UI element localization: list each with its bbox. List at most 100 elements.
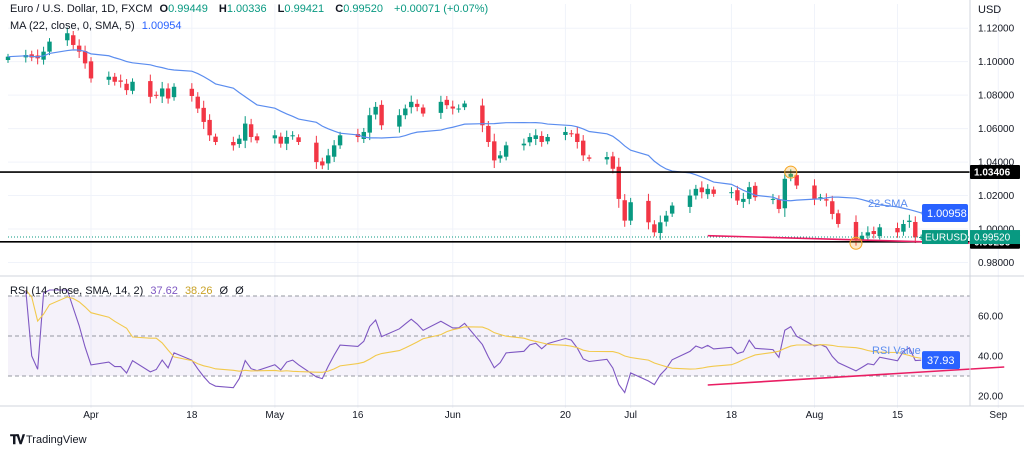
brand-name: TradingView (26, 434, 87, 446)
x-tick-label: Aug (806, 410, 824, 421)
candle-body (907, 220, 912, 222)
candle-body (272, 135, 278, 139)
candle-body (527, 136, 533, 143)
candle-body (320, 161, 325, 166)
candle-body (148, 81, 153, 97)
candle-body (741, 198, 746, 202)
rsi-callout-text: RSI Value (872, 345, 921, 357)
candle-body (824, 199, 829, 201)
candle-body (5, 56, 11, 61)
candle-body (65, 33, 70, 41)
candle-body (326, 155, 331, 164)
candle-body (171, 86, 177, 98)
candle-body (397, 115, 402, 127)
last-price-tag (970, 230, 1020, 245)
grid (8, 4, 999, 408)
candle-body (88, 61, 94, 79)
ohlc-high: H1.00336 (218, 3, 267, 15)
rsi-line (25, 289, 922, 394)
candle-body (486, 125, 491, 142)
candle-body (812, 185, 817, 199)
candle-body (456, 108, 461, 110)
candle-body (237, 138, 242, 145)
candle-body (752, 185, 758, 198)
candle-body (331, 145, 337, 157)
candle-body (836, 213, 841, 224)
candle-body (243, 123, 248, 141)
candle-body (729, 192, 734, 194)
candle-body (581, 140, 586, 156)
candle-body (231, 142, 236, 146)
candle-body (788, 173, 793, 177)
candle-body (895, 228, 900, 233)
candle-body (213, 136, 218, 142)
sma-callout-text: 22-SMA (868, 198, 908, 210)
sma-line (7, 49, 922, 214)
candle-body (919, 237, 924, 239)
candle-body (859, 235, 865, 241)
x-tick-label: May (265, 410, 284, 421)
x-tick-label: 20 (560, 410, 572, 421)
candle-body (450, 106, 455, 109)
rsi-callout-value: 37.93 (927, 355, 955, 367)
ohlc-open: O0.99449 (159, 3, 208, 15)
candle-body (563, 131, 568, 135)
candle-body (865, 232, 871, 236)
candle-body (337, 135, 343, 146)
level-price-tag (970, 165, 1020, 180)
candle-body (539, 135, 544, 142)
candle-body (901, 223, 906, 232)
candle-body (664, 215, 669, 222)
rsi-extra-2: Ø (235, 285, 244, 297)
rsi-value: 37.62 (150, 285, 178, 297)
candle-body (118, 80, 123, 82)
tradingview-icon: 𝐓𝐕 (10, 432, 25, 447)
highlight-circle (849, 236, 863, 250)
rsi-label: RSI (14, close, SMA, 14, 2) (10, 285, 144, 297)
candle-body (521, 143, 527, 146)
symbol-tag-label: EURUSD (925, 233, 967, 244)
rsi-ma-value: 38.26 (184, 285, 213, 297)
price-tick-label: 1.02000 (978, 191, 1015, 202)
price-tick-label: 1.10000 (978, 57, 1015, 68)
candle-body (693, 188, 699, 196)
rsi-extra-1: Ø (219, 285, 229, 297)
candle-body (462, 103, 467, 108)
candle-body (159, 88, 165, 97)
rsi-pane: RSI Value 37.93 (8, 289, 1005, 394)
x-tick-label: 16 (352, 410, 364, 421)
candle-body (669, 205, 675, 214)
candle-body (409, 101, 414, 108)
price-tick-label: 1.12000 (978, 24, 1015, 35)
candle-body (782, 178, 788, 209)
candle-body (480, 105, 485, 126)
candle-body (735, 190, 740, 201)
tradingview-logo[interactable]: 𝐓𝐕 TradingView (10, 432, 87, 448)
sma-callout-value: 1.00958 (927, 208, 967, 220)
candle-body (770, 198, 776, 200)
candle-body (545, 136, 550, 142)
candle-body (853, 221, 859, 240)
candle-body (361, 131, 366, 139)
x-tick-label: 18 (186, 410, 198, 421)
candle-body (497, 155, 503, 159)
candle-body (314, 142, 319, 163)
price-tick-label: 1.08000 (978, 91, 1015, 102)
candle-body (130, 81, 135, 91)
candle-body (373, 106, 378, 115)
price-tick-label: 1.00000 (978, 225, 1015, 236)
x-tick-label: 18 (726, 410, 738, 421)
candle-body (165, 88, 171, 99)
candle-body (533, 135, 538, 139)
candle-body (503, 145, 509, 157)
candle-body (652, 224, 657, 233)
price-tick-label: 0.98000 (978, 258, 1015, 269)
candle-body (76, 45, 82, 52)
rsi-trendline (707, 366, 1005, 386)
candle-body (189, 88, 195, 96)
candle-body (207, 119, 212, 136)
x-tick-label: Jul (624, 410, 637, 421)
price-pane: 22-SMA 1.00958 (0, 27, 1005, 250)
candle-body (794, 175, 799, 186)
